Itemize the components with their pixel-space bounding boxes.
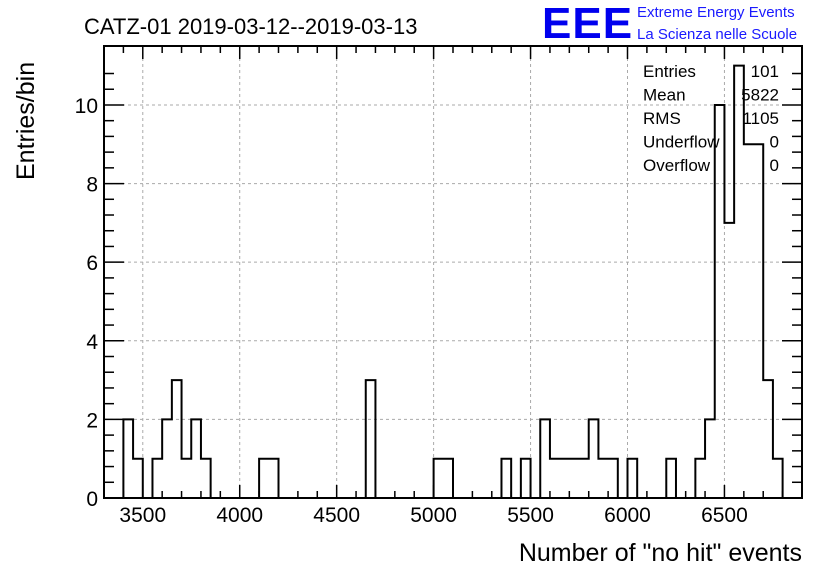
- histogram-bin: [162, 419, 172, 498]
- stats-value: 101: [751, 62, 779, 81]
- histogram-bin: [152, 459, 162, 498]
- histogram-bin: [366, 380, 376, 498]
- histogram-bin: [434, 459, 444, 498]
- x-tick-label: 5000: [410, 504, 457, 527]
- histogram-bin: [695, 459, 705, 498]
- histogram-bin: [666, 459, 676, 498]
- x-tick-label: 6000: [604, 504, 651, 527]
- x-tick-label: 4500: [313, 504, 360, 527]
- histogram-bin: [501, 459, 511, 498]
- stats-value: 0: [770, 133, 779, 152]
- logo-line-1: Extreme Energy Events: [637, 4, 795, 21]
- x-axis-title: Number of "no hit" events: [519, 539, 802, 567]
- x-tick-label: 5500: [507, 504, 554, 527]
- histogram-bin: [608, 459, 618, 498]
- histogram-bin: [598, 459, 608, 498]
- chart-title: CATZ-01 2019-03-12--2019-03-13: [84, 14, 417, 39]
- histogram-bin: [191, 419, 201, 498]
- histogram-bars: [122, 64, 784, 499]
- histogram-bin: [763, 380, 773, 498]
- stats-label: RMS: [643, 109, 681, 128]
- eee-logo: EEE Extreme Energy Events La Scienza nel…: [542, 0, 797, 48]
- histogram-bin: [521, 459, 531, 498]
- x-axis-ticks: 3500 4000 4500 5000 5500 6000 6500: [103, 46, 803, 527]
- y-axis-ticks: 0 2 4 6 8 10: [75, 72, 802, 511]
- stats-label: Overflow: [643, 156, 711, 175]
- histogram-bin: [705, 419, 715, 498]
- y-tick-label: 0: [86, 488, 98, 511]
- plot-frame: [103, 45, 803, 499]
- y-tick-label: 4: [86, 331, 98, 354]
- stats-value: 5822: [741, 86, 779, 105]
- histogram-bin: [172, 380, 182, 498]
- histogram-bin: [589, 419, 599, 498]
- histogram-bin: [754, 144, 764, 498]
- histogram-bin: [269, 459, 279, 498]
- histogram-bin: [133, 459, 143, 498]
- histogram-bin: [724, 223, 734, 498]
- histogram-bin: [628, 459, 638, 498]
- y-tick-label: 8: [86, 174, 98, 197]
- stats-value: 1105: [742, 109, 779, 128]
- y-tick-label: 10: [75, 95, 98, 118]
- logo-mark: EEE: [542, 0, 633, 48]
- histogram-bin: [715, 105, 725, 498]
- histogram-bin: [569, 459, 579, 498]
- histogram-bin: [201, 459, 211, 498]
- y-axis-title: Entries/bin: [12, 62, 40, 180]
- x-tick-label: 4000: [216, 504, 263, 527]
- histogram-outline: [122, 64, 784, 499]
- y-tick-label: 6: [86, 252, 98, 275]
- histogram-bin: [123, 419, 133, 498]
- stats-label: Entries: [643, 62, 696, 81]
- histogram-bin: [579, 459, 589, 498]
- histogram-bin: [443, 459, 453, 498]
- histogram-bin: [734, 66, 744, 498]
- stats-value: 0: [770, 156, 779, 175]
- y-tick-label: 2: [86, 409, 98, 432]
- axes: [103, 45, 803, 499]
- histogram-bin: [259, 459, 269, 498]
- histogram-bin: [550, 459, 560, 498]
- stats-box: Entries 101 Mean 5822 RMS 1105 Underflow 0 Overf…: [643, 62, 779, 175]
- histogram-bin: [540, 419, 550, 498]
- logo-line-2: La Scienza nelle Scuole: [637, 26, 797, 43]
- histogram-bin: [744, 144, 754, 498]
- x-tick-label: 6500: [701, 504, 748, 527]
- stats-label: Underflow: [643, 133, 720, 152]
- grid-lines: [104, 46, 802, 498]
- histogram-bin: [182, 459, 192, 498]
- x-tick-label: 3500: [119, 504, 166, 527]
- histogram-bin: [560, 459, 570, 498]
- histogram-bin: [773, 459, 783, 498]
- stats-label: Mean: [643, 86, 686, 105]
